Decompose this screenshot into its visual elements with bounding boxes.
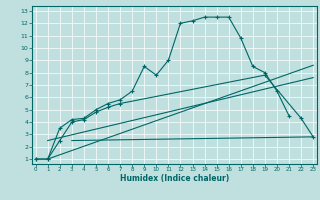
X-axis label: Humidex (Indice chaleur): Humidex (Indice chaleur) (120, 174, 229, 183)
